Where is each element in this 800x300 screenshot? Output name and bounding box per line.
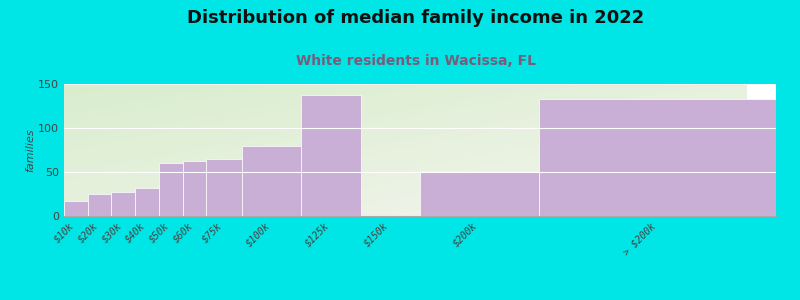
Bar [182, 161, 206, 216]
Bar [206, 159, 242, 216]
Bar [420, 171, 538, 216]
Bar [538, 99, 776, 216]
Bar [64, 201, 88, 216]
Bar [302, 95, 361, 216]
Y-axis label: families: families [26, 128, 35, 172]
Text: White residents in Wacissa, FL: White residents in Wacissa, FL [296, 54, 536, 68]
Bar [135, 188, 159, 216]
Bar [159, 163, 182, 216]
Bar [88, 194, 111, 216]
Bar [111, 192, 135, 216]
Bar [242, 146, 302, 216]
Text: Distribution of median family income in 2022: Distribution of median family income in … [187, 9, 645, 27]
